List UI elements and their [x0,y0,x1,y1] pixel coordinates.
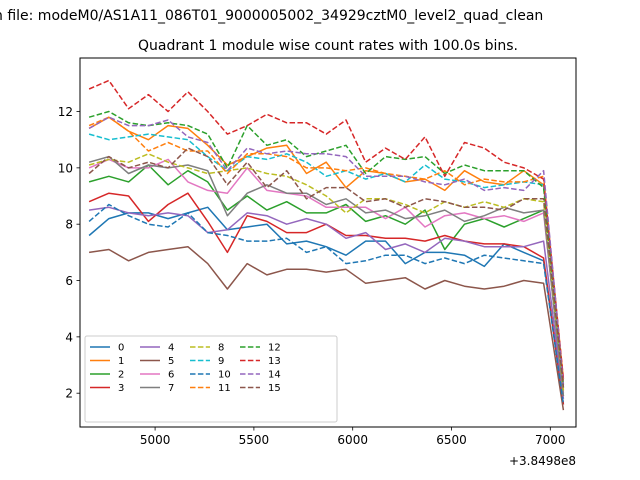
series-layer [88,79,565,411]
legend-label-2: 2 [118,370,124,381]
x-tick-label: 6000 [337,433,368,447]
legend-label-4: 4 [168,343,174,354]
series-line-8 [88,153,565,391]
series-line-13 [88,79,565,380]
x-tick-label: 5500 [239,433,270,447]
series-line-4 [88,206,565,399]
legend-label-13: 13 [268,356,281,367]
series-line-9 [88,133,565,388]
legend-label-10: 10 [218,370,231,381]
series-line-6 [88,158,565,394]
y-tick-label: 4 [65,330,73,344]
legend-label-6: 6 [168,370,174,381]
chart-title: Quadrant 1 module wise count rates with … [138,38,518,54]
y-tick-label: 6 [65,274,73,288]
y-tick-label: 2 [65,387,73,401]
x-tick-label: 7000 [535,433,566,447]
series-line-5 [88,245,565,411]
series-line-15 [88,147,565,388]
y-tick-label: 8 [65,218,73,232]
series-line-12 [88,110,565,385]
legend-label-8: 8 [218,343,224,354]
x-offset-label: +3.8498e8 [509,454,576,468]
legend-label-11: 11 [218,383,231,394]
y-tick-label: 12 [58,105,73,119]
legend-label-0: 0 [118,343,124,354]
legend-label-7: 7 [168,383,174,394]
legend-label-1: 1 [118,356,124,367]
axes-frame [79,57,577,428]
legend-label-12: 12 [268,343,281,354]
series-line-0 [88,206,565,405]
x-tick-label: 6500 [436,433,467,447]
x-tick-label: 5000 [140,433,171,447]
series-line-10 [88,203,565,405]
legend-label-9: 9 [218,356,224,367]
series-line-1 [88,116,565,380]
series-line-11 [88,116,565,382]
figure-suptitle: n file: modeM0/AS1A11_086T01_9000005002_… [0,8,543,24]
legend-label-14: 14 [268,370,281,381]
legend-label-3: 3 [118,383,124,394]
y-tick-label: 10 [58,161,73,175]
legend-label-5: 5 [168,356,174,367]
series-line-14 [88,116,565,385]
legend-box [84,335,338,423]
legend-label-15: 15 [268,383,281,394]
